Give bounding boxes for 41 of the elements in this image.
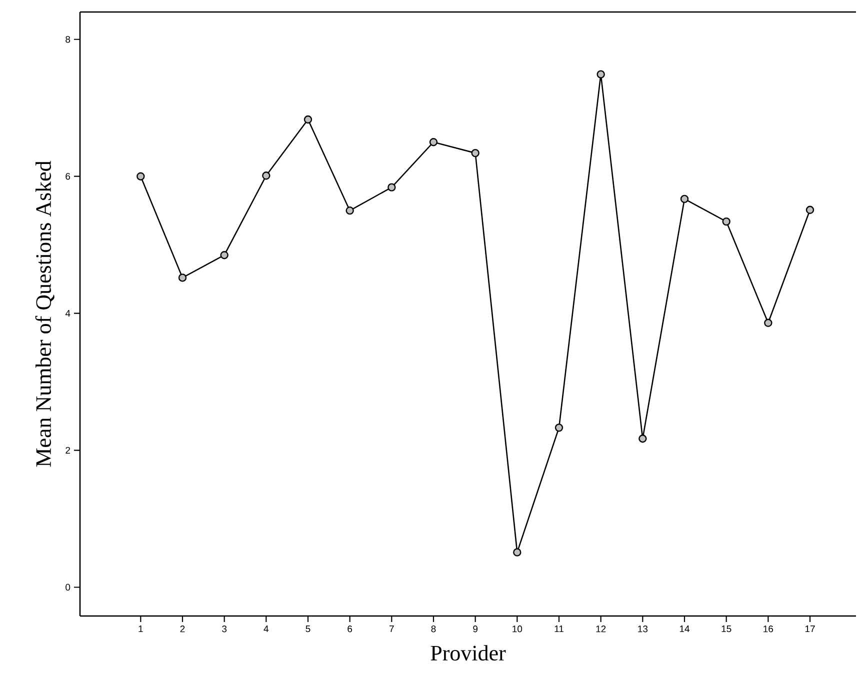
point [638,434,647,443]
y-tick-label: 0 [66,584,70,591]
point [471,148,480,158]
x-axis-title: Provider [430,645,506,661]
point [346,206,354,215]
x-tick-label: 13 [638,626,648,632]
x-tick-label: 3 [222,626,227,632]
x-tick-label: 12 [596,626,606,632]
point [304,115,312,124]
x-tick-label: 15 [722,626,732,632]
point [806,206,814,214]
point [554,424,564,432]
point [220,251,228,260]
point [178,274,187,282]
y-axis-title: Mean Number of Questions Asked [35,160,54,467]
x-tick-label: 11 [554,626,564,632]
y-tick-label: 6 [66,172,70,180]
x-tick-label: 14 [680,626,690,632]
y-tick-label: 4 [65,310,70,317]
x-tick-label: 17 [805,626,815,632]
x-tick-label: 9 [473,626,478,632]
x-tick-label: 8 [431,626,436,632]
point [388,183,396,192]
x-tick-label: 1 [138,626,143,632]
x-tick-label: 10 [512,626,522,632]
point [136,172,145,180]
y-tick-label: 8 [66,36,70,43]
x-tick-label: 16 [764,626,774,632]
point [262,172,270,180]
point [513,548,522,556]
x-tick-label: 5 [306,626,310,632]
y-tick-label: 2 [66,446,70,454]
point [596,70,605,78]
point [764,318,772,327]
x-tick-label: 2 [180,626,185,632]
point [429,138,438,146]
point [722,217,730,226]
x-tick-label: 7 [390,626,394,632]
x-tick-label: 4 [264,626,269,632]
x-tick-label: 6 [348,626,352,632]
point [680,194,689,204]
